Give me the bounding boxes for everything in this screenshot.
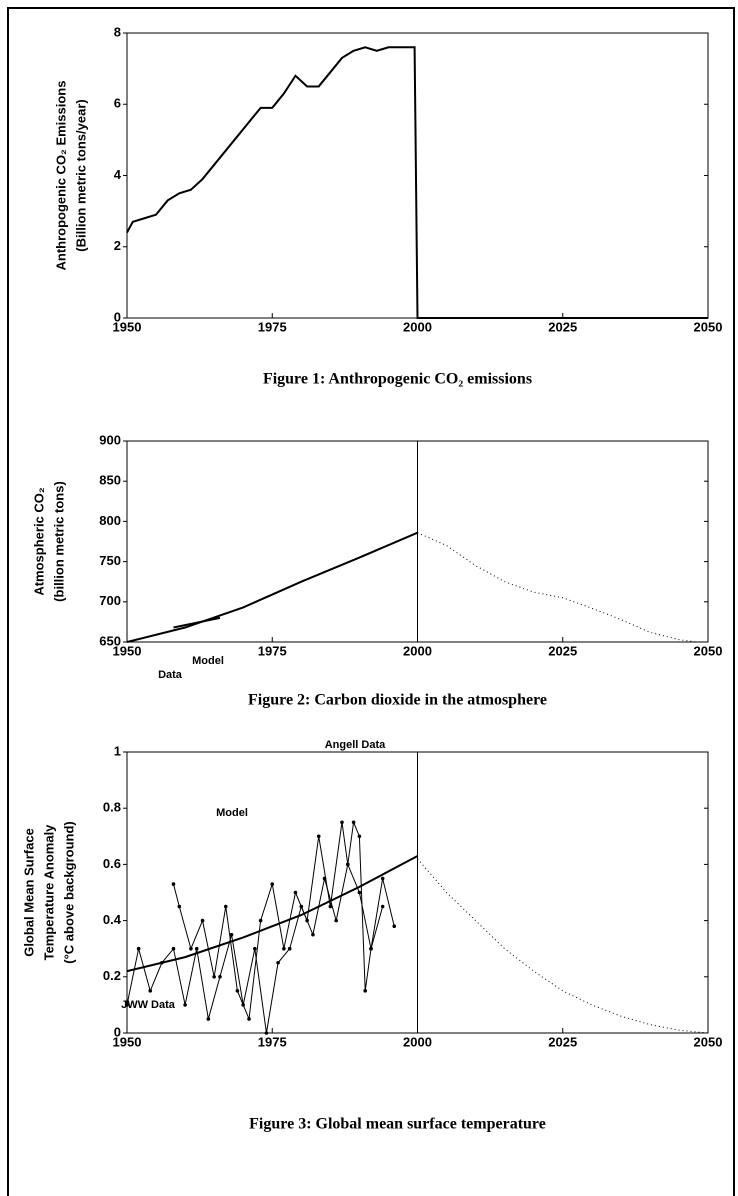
data-point <box>363 989 368 993</box>
x-tick-label: 2000 <box>403 643 432 658</box>
series-label: JWW Data <box>121 999 176 1011</box>
data-point <box>235 989 240 993</box>
series-label: Model <box>216 807 248 819</box>
data-line <box>126 855 418 973</box>
data-point <box>189 946 193 951</box>
y-axis-label: Global Mean Surface <box>21 828 36 957</box>
series-label: Data <box>158 669 183 681</box>
data-point <box>223 904 228 909</box>
y-tick-label: 2 <box>114 238 121 253</box>
data-point <box>287 946 292 951</box>
y-tick-label: 4 <box>114 167 122 182</box>
data-point <box>171 946 176 951</box>
data-point <box>218 975 222 979</box>
data-point <box>305 918 309 923</box>
x-tick-label: 1975 <box>258 319 287 334</box>
data-point <box>316 834 321 839</box>
data-point <box>340 820 344 825</box>
y-axis-label: (billion metric tons) <box>51 481 66 602</box>
y-tick-label: 8 <box>114 24 121 39</box>
y-tick-label: 0.4 <box>103 912 122 927</box>
data-line <box>126 46 708 319</box>
data-point <box>357 890 362 895</box>
figure-caption: Figure 1: Anthropogenic CO₂ emissions <box>263 371 532 388</box>
x-tick-label: 2050 <box>694 319 723 334</box>
data-point <box>311 932 315 937</box>
x-tick-label: 2025 <box>548 319 577 334</box>
data-point <box>125 1003 129 1007</box>
x-tick-label: 2050 <box>694 643 723 658</box>
data-point <box>136 946 141 951</box>
data-point <box>270 882 275 886</box>
x-tick-label: 2025 <box>548 1034 577 1049</box>
y-tick-label: 0.8 <box>103 800 121 815</box>
data-point <box>183 1003 187 1007</box>
figure-caption: Figure 2: Carbon dioxide in the atmosphe… <box>248 692 547 709</box>
figure-caption: Figure 3: Global mean surface temperatur… <box>249 1116 546 1133</box>
data-point <box>328 904 333 909</box>
data-point <box>229 932 234 937</box>
data-point <box>253 946 257 951</box>
x-tick-label: 2000 <box>403 1034 432 1049</box>
data-point <box>334 918 338 923</box>
data-point <box>247 1017 251 1021</box>
y-tick-label: 700 <box>99 593 121 608</box>
data-point <box>345 862 350 867</box>
data-point <box>177 904 182 909</box>
y-tick-label: 800 <box>99 513 121 528</box>
data-point <box>369 946 373 951</box>
x-tick-label: 1950 <box>113 643 142 658</box>
y-tick-label: 6 <box>114 96 121 111</box>
x-tick-label: 2050 <box>694 1034 723 1049</box>
y-tick-label: 850 <box>99 473 121 488</box>
y-tick-label: 1 <box>114 743 121 758</box>
data-point <box>200 918 205 923</box>
data-point <box>380 904 385 909</box>
x-tick-label: 1975 <box>258 1034 287 1049</box>
data-point <box>293 890 298 895</box>
y-tick-label: 0.6 <box>103 856 121 871</box>
data-line <box>172 820 395 1021</box>
series-label: Model <box>192 655 224 667</box>
x-tick-label: 1950 <box>113 1034 142 1049</box>
data-line <box>417 532 697 643</box>
data-point <box>357 834 362 839</box>
data-line <box>126 531 418 643</box>
y-axis-label: (°C above background) <box>61 821 76 963</box>
data-point <box>276 960 280 965</box>
x-tick-label: 2025 <box>548 643 577 658</box>
y-axis-label: Temperature Anomaly <box>41 824 56 961</box>
y-axis-label: Anthropogenic CO₂ Emissions <box>53 81 68 271</box>
data-point <box>212 975 216 979</box>
data-point <box>206 1017 211 1021</box>
data-point <box>264 1031 269 1035</box>
series-label: Angell Data <box>325 739 386 751</box>
x-tick-label: 1950 <box>113 319 142 334</box>
y-tick-label: 0 <box>114 1024 121 1039</box>
data-point <box>282 946 286 951</box>
data-point <box>351 820 356 825</box>
data-point <box>258 918 263 923</box>
frame <box>7 7 735 1196</box>
data-point <box>380 876 385 881</box>
data-point <box>392 924 397 929</box>
y-tick-label: 900 <box>99 432 121 447</box>
y-axis-label: Atmospheric CO₂ <box>31 487 46 596</box>
y-axis-label: (Billion metric tons/year) <box>73 99 88 251</box>
data-point <box>148 989 153 993</box>
data-line <box>417 858 709 1034</box>
data-point <box>171 882 176 886</box>
y-tick-label: 0 <box>114 309 121 324</box>
y-tick-label: 0.2 <box>103 968 121 983</box>
y-tick-label: 750 <box>99 553 121 568</box>
data-point <box>194 946 199 951</box>
y-tick-label: 650 <box>99 633 121 648</box>
x-tick-label: 2000 <box>403 319 432 334</box>
x-tick-label: 1975 <box>258 643 287 658</box>
